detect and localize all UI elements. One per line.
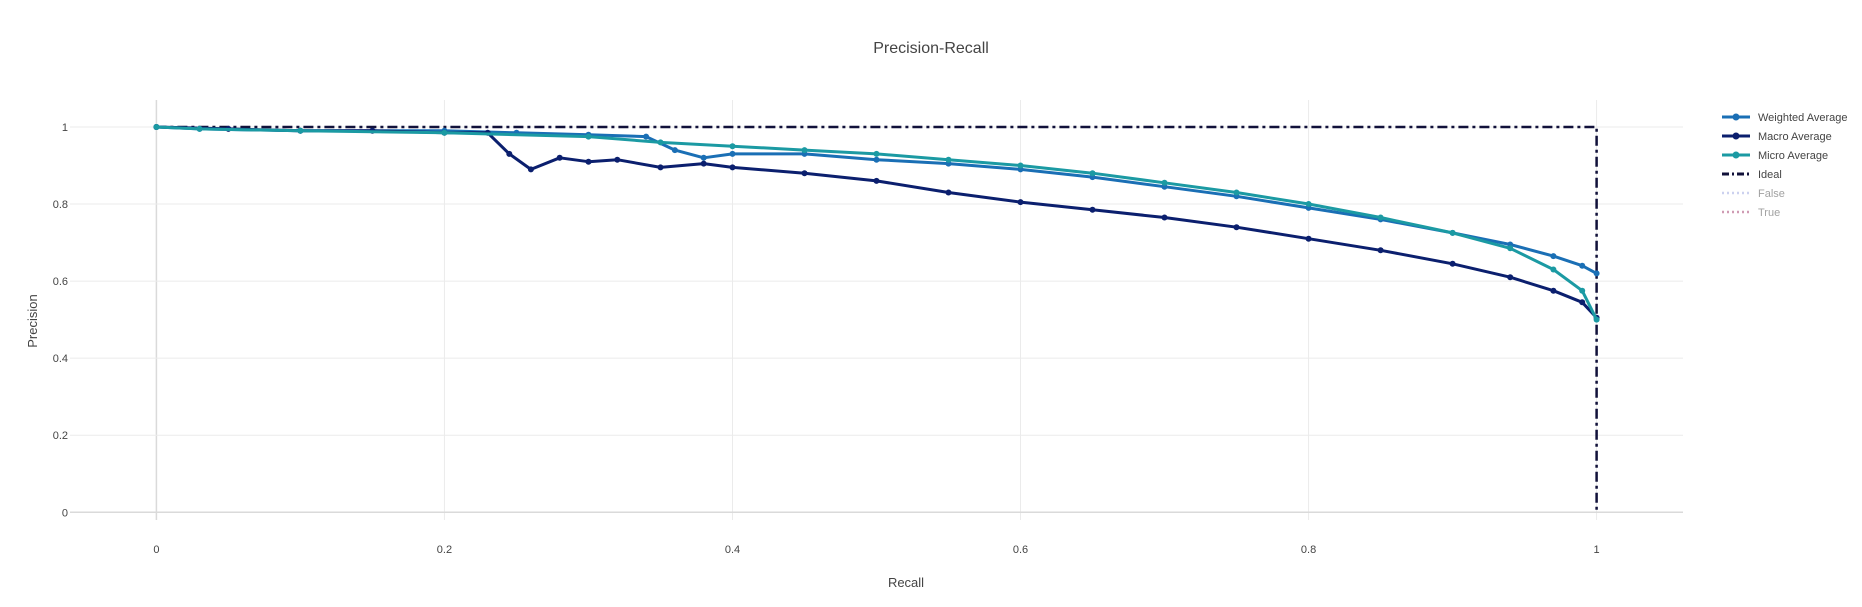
series-line-ideal bbox=[156, 125, 1598, 513]
data-point-micro-average bbox=[1017, 162, 1024, 169]
data-point-micro-average bbox=[801, 147, 808, 154]
data-point-macro-average bbox=[1089, 206, 1096, 213]
y-tick-label: 1 bbox=[62, 122, 68, 134]
data-point-micro-average bbox=[1507, 245, 1514, 252]
data-point-macro-average bbox=[873, 177, 880, 184]
data-point-micro-average bbox=[1161, 179, 1168, 186]
legend-item-true[interactable]: True bbox=[1722, 207, 1780, 219]
data-point-macro-average bbox=[1305, 235, 1312, 242]
data-point-micro-average bbox=[441, 129, 448, 136]
data-point-micro-average bbox=[729, 143, 736, 150]
data-point-weighted-average bbox=[873, 156, 880, 163]
y-tick-label: 0.8 bbox=[53, 199, 68, 211]
x-tick-label: 0.6 bbox=[1013, 544, 1028, 556]
x-tick-label: 0.8 bbox=[1301, 544, 1316, 556]
data-point-weighted-average bbox=[1579, 262, 1586, 269]
legend-item-false[interactable]: False bbox=[1722, 188, 1785, 200]
series-layer bbox=[153, 124, 1600, 513]
data-point-macro-average bbox=[700, 160, 707, 167]
series-weighted-average bbox=[153, 124, 1600, 277]
y-tick-label: 0.4 bbox=[53, 353, 68, 365]
legend-label: Weighted Average bbox=[1758, 112, 1848, 124]
data-point-weighted-average bbox=[643, 133, 650, 140]
data-point-micro-average bbox=[1377, 214, 1384, 221]
x-tick-label: 0.2 bbox=[437, 544, 452, 556]
data-point-macro-average bbox=[527, 166, 534, 173]
data-point-micro-average bbox=[585, 133, 592, 140]
x-tick-label: 1 bbox=[1594, 544, 1600, 556]
legend-label: False bbox=[1758, 188, 1785, 200]
legend-item-micro-average[interactable]: Micro Average bbox=[1722, 150, 1828, 162]
data-point-weighted-average bbox=[1593, 270, 1600, 277]
data-point-macro-average bbox=[506, 150, 513, 157]
data-point-micro-average bbox=[1089, 170, 1096, 177]
data-point-macro-average bbox=[657, 164, 664, 171]
data-point-weighted-average bbox=[729, 150, 736, 157]
legend-label: Macro Average bbox=[1758, 131, 1832, 143]
y-axis-title: Precision bbox=[25, 294, 40, 347]
data-point-macro-average bbox=[614, 156, 621, 163]
data-point-micro-average bbox=[297, 127, 304, 134]
data-point-micro-average bbox=[1593, 316, 1600, 323]
legend-marker bbox=[1732, 132, 1740, 140]
legend-label: Micro Average bbox=[1758, 150, 1828, 162]
y-tick-label: 0.6 bbox=[53, 276, 68, 288]
data-point-micro-average bbox=[1579, 287, 1586, 294]
data-point-micro-average bbox=[657, 139, 664, 146]
data-point-weighted-average bbox=[671, 147, 678, 154]
data-point-macro-average bbox=[1377, 247, 1384, 254]
legend-label: Ideal bbox=[1758, 169, 1782, 181]
data-point-micro-average bbox=[153, 124, 160, 130]
data-point-macro-average bbox=[1507, 274, 1514, 281]
data-point-weighted-average bbox=[1550, 253, 1557, 260]
y-tick-label: 0 bbox=[62, 507, 68, 519]
data-point-micro-average bbox=[1305, 201, 1312, 207]
legend-marker bbox=[1732, 113, 1740, 121]
data-point-macro-average bbox=[1233, 224, 1240, 231]
data-point-macro-average bbox=[729, 164, 736, 171]
data-point-micro-average bbox=[873, 150, 880, 157]
legend-marker bbox=[1732, 151, 1740, 159]
data-point-macro-average bbox=[1579, 299, 1586, 306]
series-micro-average bbox=[153, 124, 1600, 323]
series-ideal bbox=[156, 125, 1598, 513]
chart-title: Precision-Recall bbox=[873, 40, 989, 57]
data-point-macro-average bbox=[1449, 260, 1456, 267]
data-point-micro-average bbox=[1449, 229, 1456, 236]
data-point-weighted-average bbox=[700, 154, 707, 161]
data-point-macro-average bbox=[801, 170, 808, 177]
x-axis-title: Recall bbox=[888, 575, 924, 590]
data-point-micro-average bbox=[196, 125, 203, 132]
legend-item-ideal[interactable]: Ideal bbox=[1722, 169, 1782, 181]
x-tick-label: 0.4 bbox=[725, 544, 740, 556]
legend[interactable]: Weighted Average Macro Average Micro Avera… bbox=[1722, 112, 1848, 219]
data-point-micro-average bbox=[1550, 266, 1557, 273]
data-point-micro-average bbox=[1233, 189, 1240, 196]
data-point-macro-average bbox=[945, 189, 952, 196]
y-tick-label: 0.2 bbox=[53, 430, 68, 442]
legend-label: True bbox=[1758, 207, 1780, 219]
legend-item-weighted-average[interactable]: Weighted Average bbox=[1722, 112, 1848, 124]
data-point-macro-average bbox=[1550, 287, 1557, 294]
legend-item-macro-average[interactable]: Macro Average bbox=[1722, 131, 1832, 143]
axes: 0 0.2 0.4 0.6 0.8 1 0 0.2 0.4 0.6 0.8 1 bbox=[53, 122, 1600, 556]
data-point-macro-average bbox=[1017, 199, 1024, 206]
data-point-micro-average bbox=[945, 156, 952, 163]
grid-lines bbox=[70, 100, 1683, 520]
x-tick-label: 0 bbox=[153, 544, 159, 556]
data-point-macro-average bbox=[556, 154, 563, 161]
data-point-macro-average bbox=[1161, 214, 1168, 221]
data-point-macro-average bbox=[585, 158, 592, 165]
